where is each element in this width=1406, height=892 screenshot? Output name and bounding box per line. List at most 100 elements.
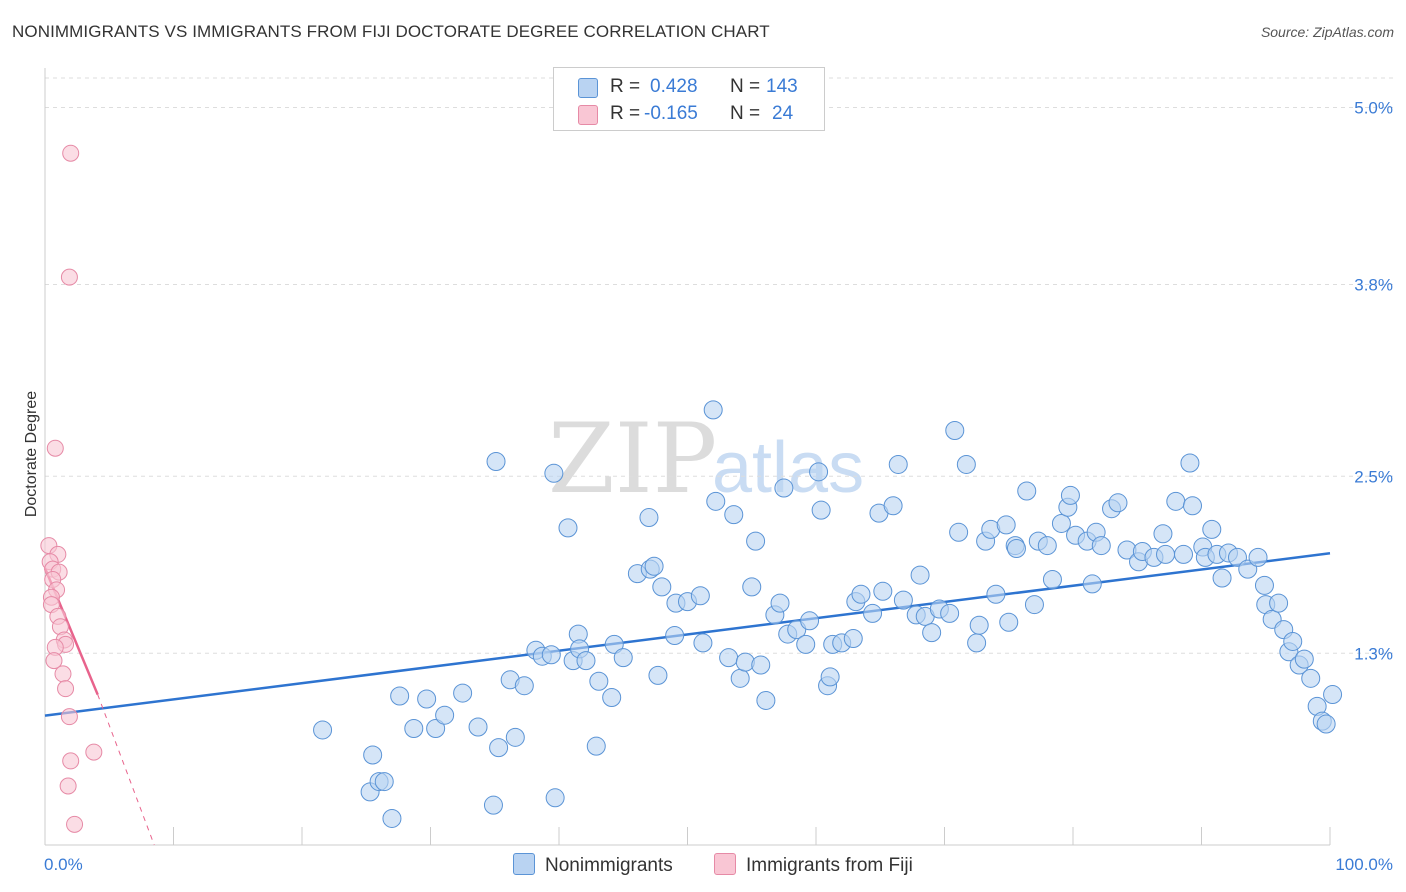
nonimmigrant-point — [602, 688, 622, 707]
legend-r-value: -0.165 — [644, 103, 698, 124]
nonimmigrant-point — [545, 788, 565, 808]
nonimmigrant-point — [746, 531, 766, 551]
watermark-zip: ZIP — [548, 403, 717, 515]
nonimmigrant-point — [639, 508, 659, 528]
nonimmigrant-point — [648, 665, 668, 685]
nonimmigrant-point — [910, 565, 930, 585]
nonimmigrant-point — [1166, 491, 1186, 511]
nonimmigrant-point — [742, 577, 762, 597]
nonimmigrant-point — [735, 652, 755, 672]
nonimmigrant-point — [967, 633, 987, 653]
bottom-legend-nonimmigrants: Nonimmigrants — [513, 853, 673, 877]
legend-r-label: R = — [610, 76, 641, 97]
nonimmigrant-point — [313, 720, 333, 740]
nonimmigrant-point — [1183, 496, 1203, 516]
nonimmigrant-point — [1180, 453, 1200, 473]
nonimmigrant-point — [514, 676, 534, 696]
bottom-legend-immigrants-from-fiji: Immigrants from Fiji — [714, 853, 913, 877]
bottom-legend-label: Immigrants from Fiji — [746, 855, 913, 876]
fiji-point — [66, 815, 84, 833]
x-tick-label: 0.0% — [44, 855, 83, 874]
bottom-legend-label: Nonimmigrants — [545, 855, 673, 876]
nonimmigrant-point — [751, 655, 771, 675]
nonimmigrant-point — [483, 795, 503, 815]
y-tick-label: 3.8% — [1354, 276, 1393, 295]
legend-n-label: N = — [730, 76, 761, 97]
nonimmigrant-point — [690, 586, 710, 606]
nonimmigrant-point — [1156, 544, 1176, 564]
nonimmigrant-point — [1248, 547, 1268, 567]
nonimmigrant-point — [800, 611, 820, 631]
nonimmigrant-point — [604, 634, 624, 654]
nonimmigrant-point — [390, 686, 410, 706]
nonimmigrant-point — [613, 648, 633, 668]
nonimmigrant-point — [719, 648, 739, 668]
nonimmigrant-point — [1024, 595, 1044, 615]
nonimmigrant-point — [706, 491, 726, 511]
nonimmigrant-point — [644, 556, 664, 576]
nonimmigrant-point — [1006, 539, 1026, 559]
nonimmigrants-trend-line — [44, 552, 1331, 717]
nonimmigrant-point — [730, 668, 750, 688]
nonimmigrant-point — [586, 736, 606, 756]
nonimmigrant-point — [489, 738, 509, 758]
fiji-point — [59, 777, 77, 795]
fiji-point — [57, 680, 75, 698]
correlation-legend: R = 0.428 N = 143 R = -0.165 N = 24 — [553, 67, 825, 131]
bottom-legend-swatch-blue — [513, 853, 535, 875]
x-tick-label: 100.0% — [1335, 855, 1393, 874]
nonimmigrant-point — [1254, 575, 1274, 595]
nonimmigrant-point — [774, 478, 794, 498]
nonimmigrant-point — [820, 667, 840, 687]
legend-r-value: 0.428 — [650, 76, 698, 97]
y-tick-label: 1.3% — [1354, 644, 1393, 663]
nonimmigrant-point — [863, 603, 883, 623]
fiji-point — [45, 652, 63, 670]
nonimmigrant-point — [1269, 593, 1289, 613]
nonimmigrant-point — [893, 590, 913, 610]
fiji-trend-extension — [97, 694, 155, 846]
watermark: ZIP atlas — [548, 403, 864, 515]
nonimmigrant-point — [374, 772, 394, 792]
nonimmigrant-point — [756, 690, 776, 710]
nonimmigrant-point — [486, 452, 506, 471]
nonimmigrant-point — [693, 633, 713, 653]
nonimmigrant-point — [996, 515, 1016, 535]
series-immigrants-from-fiji — [40, 144, 103, 833]
nonimmigrant-point — [888, 454, 908, 474]
nonimmigrant-point — [703, 400, 723, 420]
source-label: Source: ZipAtlas.com — [1260, 24, 1394, 40]
nonimmigrant-point — [426, 718, 446, 738]
nonimmigrant-point — [843, 629, 863, 648]
legend-swatch-pink — [578, 105, 598, 125]
nonimmigrant-point — [576, 651, 596, 671]
y-tick-label: 2.5% — [1354, 467, 1393, 486]
nonimmigrant-point — [1017, 481, 1037, 501]
nonimmigrant-point — [811, 500, 831, 520]
nonimmigrant-point — [922, 623, 942, 643]
nonimmigrant-point — [956, 454, 976, 474]
nonimmigrant-point — [665, 626, 685, 646]
nonimmigrant-point — [1108, 493, 1128, 513]
y-tick-label: 5.0% — [1354, 99, 1393, 118]
fiji-point — [46, 439, 64, 457]
nonimmigrant-point — [453, 683, 473, 703]
fiji-point — [60, 268, 78, 286]
chart-title: NONIMMIGRANTS VS IMMIGRANTS FROM FIJI DO… — [12, 22, 770, 41]
legend-n-label: N = — [730, 103, 761, 124]
nonimmigrant-point — [1037, 536, 1057, 556]
legend-r-label: R = — [610, 103, 641, 124]
series-nonimmigrants — [313, 400, 1343, 828]
nonimmigrant-point — [1301, 668, 1321, 688]
nonimmigrant-point — [770, 593, 790, 613]
nonimmigrant-point — [544, 463, 564, 483]
nonimmigrant-point — [945, 421, 965, 441]
nonimmigrant-point — [558, 518, 578, 538]
nonimmigrant-point — [1323, 685, 1343, 705]
nonimmigrant-point — [468, 717, 488, 737]
nonimmigrant-point — [1283, 631, 1303, 651]
nonimmigrant-point — [1042, 570, 1062, 589]
nonimmigrant-point — [851, 584, 871, 604]
fiji-point — [54, 665, 72, 683]
